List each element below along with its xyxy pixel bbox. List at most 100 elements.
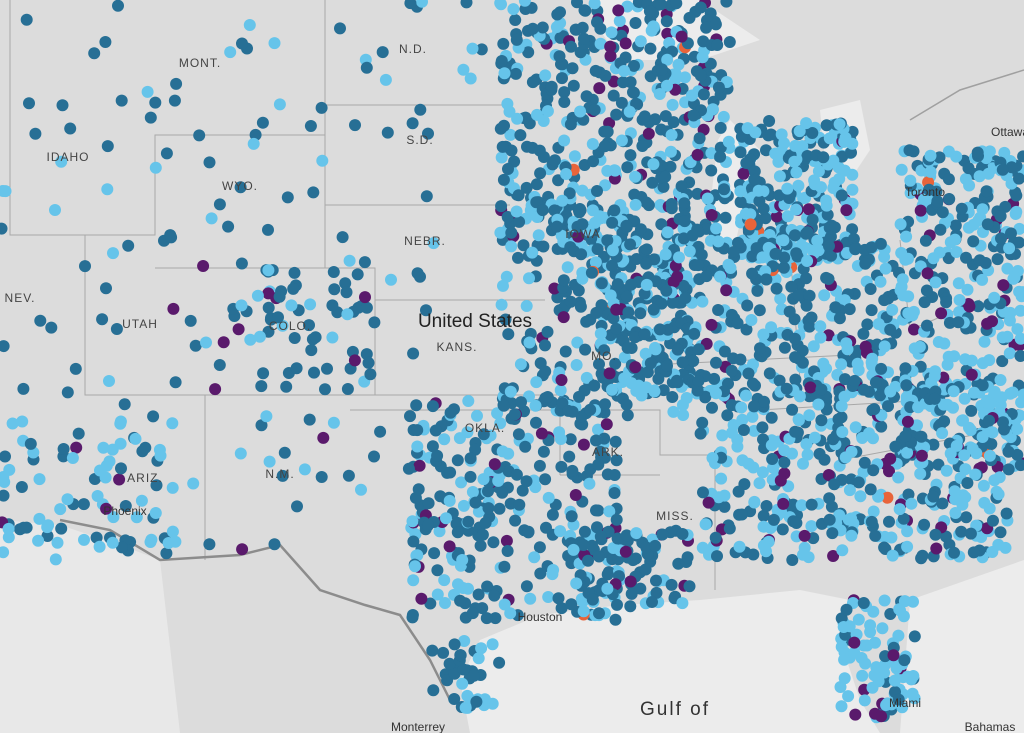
site-dot[interactable] <box>101 183 114 196</box>
site-dot[interactable] <box>834 681 847 693</box>
site-dot[interactable] <box>462 515 475 528</box>
site-dot[interactable] <box>385 273 397 286</box>
site-dot[interactable] <box>444 466 457 479</box>
site-dot[interactable] <box>509 67 522 80</box>
site-dot[interactable] <box>827 182 840 194</box>
site-dot[interactable] <box>827 154 840 167</box>
site-dot[interactable] <box>114 417 127 430</box>
site-dot[interactable] <box>875 362 888 375</box>
site-dot[interactable] <box>519 440 532 453</box>
site-dot[interactable] <box>955 525 968 538</box>
site-dot[interactable] <box>786 403 799 416</box>
site-dot[interactable] <box>615 96 628 109</box>
site-dot[interactable] <box>169 535 182 548</box>
site-dot[interactable] <box>937 398 950 411</box>
site-dot[interactable] <box>235 299 248 312</box>
site-dot[interactable] <box>852 613 865 626</box>
site-dot[interactable] <box>868 669 881 682</box>
site-dot[interactable] <box>1001 330 1014 343</box>
site-dot[interactable] <box>914 467 927 480</box>
site-dot[interactable] <box>987 514 999 527</box>
site-dot[interactable] <box>77 498 90 511</box>
site-dot[interactable] <box>589 256 602 269</box>
site-dot[interactable] <box>628 59 640 72</box>
site-dot[interactable] <box>638 110 651 123</box>
site-dot[interactable] <box>792 179 805 192</box>
site-dot[interactable] <box>573 203 586 215</box>
site-dot[interactable] <box>841 343 854 356</box>
site-dot[interactable] <box>474 539 487 552</box>
site-dot[interactable] <box>889 440 902 453</box>
site-dot[interactable] <box>884 323 897 336</box>
site-dot[interactable] <box>551 8 564 21</box>
site-dot[interactable] <box>948 485 961 498</box>
site-dot[interactable] <box>606 383 618 396</box>
site-dot[interactable] <box>895 247 908 259</box>
site-dot[interactable] <box>489 612 502 625</box>
site-dot[interactable] <box>966 442 979 455</box>
site-dot[interactable] <box>262 287 275 300</box>
site-dot[interactable] <box>828 221 841 234</box>
site-dot[interactable] <box>510 33 523 46</box>
site-dot[interactable] <box>627 86 639 99</box>
site-dot[interactable] <box>838 653 851 666</box>
site-dot[interactable] <box>477 428 490 441</box>
site-dot[interactable] <box>883 465 895 478</box>
site-dot[interactable] <box>566 62 579 75</box>
site-dot[interactable] <box>32 534 45 547</box>
site-dot[interactable] <box>964 424 977 437</box>
site-dot[interactable] <box>263 455 276 468</box>
site-dot[interactable] <box>878 251 891 263</box>
site-dot[interactable] <box>119 500 132 512</box>
site-dot[interactable] <box>817 357 830 370</box>
site-dot[interactable] <box>792 289 805 302</box>
site-dot[interactable] <box>845 529 858 542</box>
site-dot[interactable] <box>722 135 735 148</box>
site-dot[interactable] <box>410 549 423 562</box>
site-dot[interactable] <box>457 663 470 676</box>
site-dot[interactable] <box>600 418 613 431</box>
site-dot[interactable] <box>688 327 701 340</box>
site-dot[interactable] <box>983 414 995 427</box>
site-dot[interactable] <box>503 105 516 118</box>
site-dot[interactable] <box>858 694 871 707</box>
site-dot[interactable] <box>647 303 660 316</box>
site-dot[interactable] <box>726 426 738 439</box>
site-dot[interactable] <box>613 15 626 27</box>
site-dot[interactable] <box>495 151 508 164</box>
site-dot[interactable] <box>466 486 479 498</box>
site-dot[interactable] <box>823 513 836 526</box>
site-dot[interactable] <box>1011 423 1024 435</box>
site-dot[interactable] <box>740 323 753 336</box>
site-dot[interactable] <box>702 496 715 509</box>
site-dot[interactable] <box>515 396 527 409</box>
site-dot[interactable] <box>571 336 584 349</box>
site-dot[interactable] <box>902 307 915 320</box>
site-dot[interactable] <box>994 374 1007 386</box>
site-dot[interactable] <box>812 398 825 411</box>
site-dot[interactable] <box>901 415 914 428</box>
site-dot[interactable] <box>976 431 989 443</box>
site-dot[interactable] <box>428 547 441 560</box>
site-dot[interactable] <box>848 374 861 387</box>
site-dot[interactable] <box>749 173 762 186</box>
site-dot[interactable] <box>466 42 479 55</box>
site-dot[interactable] <box>404 410 416 423</box>
site-dot[interactable] <box>209 383 222 396</box>
site-dot[interactable] <box>217 336 230 349</box>
site-dot[interactable] <box>97 441 110 454</box>
site-dot[interactable] <box>548 154 561 167</box>
site-dot[interactable] <box>70 441 83 454</box>
site-dot[interactable] <box>930 542 943 555</box>
site-dot[interactable] <box>823 492 836 505</box>
site-dot[interactable] <box>213 359 226 371</box>
site-dot[interactable] <box>533 459 546 472</box>
site-dot[interactable] <box>243 19 256 31</box>
site-dot[interactable] <box>464 470 477 483</box>
site-dot[interactable] <box>493 656 506 669</box>
site-dot[interactable] <box>694 1 707 14</box>
site-dot[interactable] <box>539 339 551 352</box>
site-dot[interactable] <box>205 212 218 225</box>
site-dot[interactable] <box>327 266 340 278</box>
site-dot[interactable] <box>550 21 563 33</box>
